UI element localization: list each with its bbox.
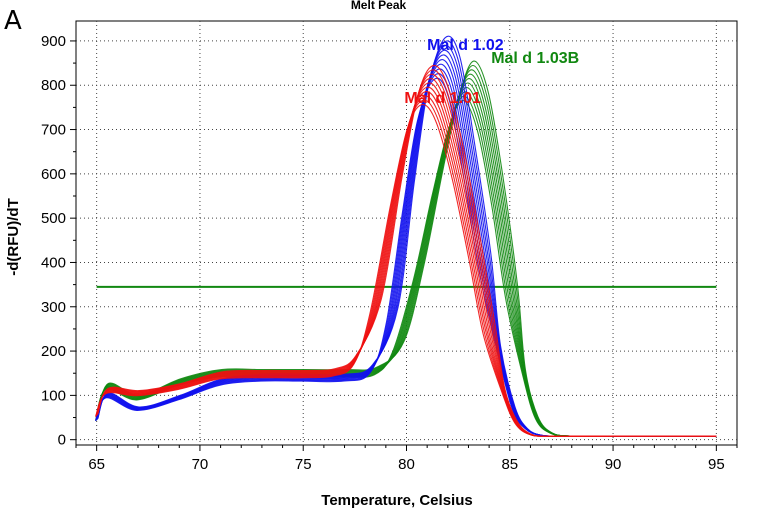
axes: 65 70 75 80 85 90 95 0 100 200 300 400 500 600 700 800 9… [41, 33, 738, 473]
y-tick-label: 700 [41, 122, 66, 139]
y-tick-label: 500 [41, 210, 66, 227]
y-tick-label: 200 [41, 343, 66, 360]
series-label: Mal d 1.01 [404, 90, 481, 107]
panel-label: A [4, 6, 22, 36]
x-tick-label: 65 [88, 456, 105, 473]
y-tick-label: 800 [41, 77, 66, 94]
x-tick-label: 70 [192, 456, 209, 473]
x-tick-label: 75 [295, 456, 312, 473]
y-tick-label: 900 [41, 33, 66, 50]
chart-title: Melt Peak [350, 0, 407, 12]
y-tick-label: 400 [41, 254, 66, 271]
y-axis-label: -d(RFU)/dT [5, 198, 22, 275]
series-layer [94, 35, 717, 437]
x-tick-label: 80 [398, 456, 415, 473]
y-tick-label: 600 [41, 166, 66, 183]
x-tick-label: 90 [605, 456, 622, 473]
y-tick-label: 100 [41, 387, 66, 404]
y-tick-label: 300 [41, 299, 66, 316]
y-tick-label: 0 [58, 432, 66, 449]
series-line [97, 64, 717, 437]
x-axis-label: Temperature, Celsius [321, 492, 472, 509]
x-tick-label: 95 [708, 456, 725, 473]
series-label: Mal d 1.03B [491, 50, 579, 67]
x-tick-label: 85 [501, 456, 518, 473]
series-label: Mal d 1.02 [427, 37, 504, 54]
